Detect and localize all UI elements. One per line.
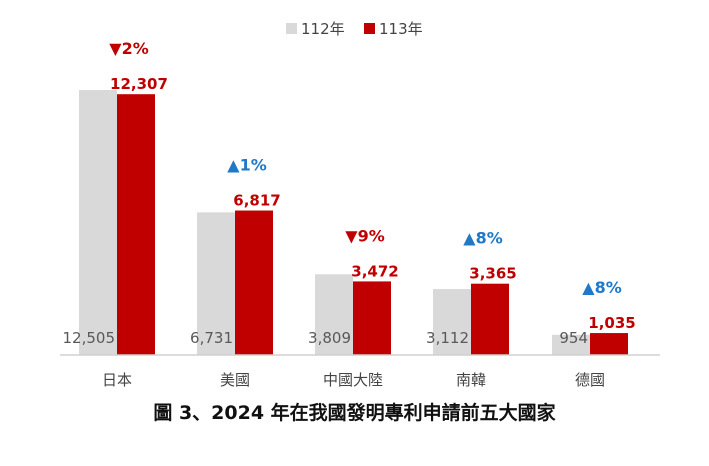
value-label-113-2: 3,472 bbox=[351, 262, 398, 280]
labels: 12,505 12,307 ▼2% 日本 6,731 6,817 ▲1% 美國 3,809 3,4… bbox=[63, 39, 636, 389]
value-label-112-3: 3,112 bbox=[426, 329, 469, 347]
legend-label-1: 113年 bbox=[379, 20, 423, 38]
value-label-112-1: 6,731 bbox=[190, 329, 233, 347]
bar-113-3 bbox=[471, 283, 509, 355]
bar-112-2 bbox=[315, 274, 353, 355]
bar-113-4 bbox=[590, 333, 628, 355]
value-label-113-1: 6,817 bbox=[233, 192, 280, 210]
bar-112-1 bbox=[197, 212, 235, 355]
value-label-113-3: 3,365 bbox=[469, 265, 516, 283]
value-label-113-4: 1,035 bbox=[588, 314, 635, 332]
category-label-4: 德國 bbox=[575, 371, 605, 389]
change-label-4: ▲8% bbox=[582, 278, 621, 297]
change-label-1: ▲1% bbox=[227, 156, 266, 175]
category-label-0: 日本 bbox=[102, 371, 132, 389]
legend-label-0: 112年 bbox=[301, 20, 345, 38]
bar-113-0 bbox=[117, 94, 155, 355]
category-label-1: 美國 bbox=[220, 371, 250, 389]
bar-113-2 bbox=[353, 281, 391, 355]
value-label-112-2: 3,809 bbox=[308, 329, 351, 347]
change-label-3: ▲8% bbox=[463, 229, 502, 248]
category-label-2: 中國大陸 bbox=[323, 371, 383, 389]
bar-chart: 112年 113年 12,505 12,307 ▼2% 日本 6,731 6,817 ▲1% 美… bbox=[60, 20, 660, 389]
change-label-0: ▼2% bbox=[109, 39, 148, 58]
bar-112-0 bbox=[79, 90, 117, 355]
value-label-113-0: 12,307 bbox=[110, 75, 168, 93]
value-label-112-0: 12,505 bbox=[63, 329, 116, 347]
category-label-3: 南韓 bbox=[456, 371, 486, 389]
bars bbox=[79, 90, 628, 355]
value-label-112-4: 954 bbox=[559, 329, 588, 347]
bar-112-3 bbox=[433, 289, 471, 355]
bar-113-1 bbox=[235, 210, 273, 355]
bar-112-4 bbox=[552, 334, 590, 355]
legend-swatch-0 bbox=[286, 23, 297, 34]
legend: 112年 113年 bbox=[286, 20, 423, 38]
figure-caption: 圖 3、2024 年在我國發明專利申請前五大國家 bbox=[153, 402, 556, 424]
legend-swatch-1 bbox=[364, 23, 375, 34]
change-label-2: ▼9% bbox=[345, 226, 384, 245]
